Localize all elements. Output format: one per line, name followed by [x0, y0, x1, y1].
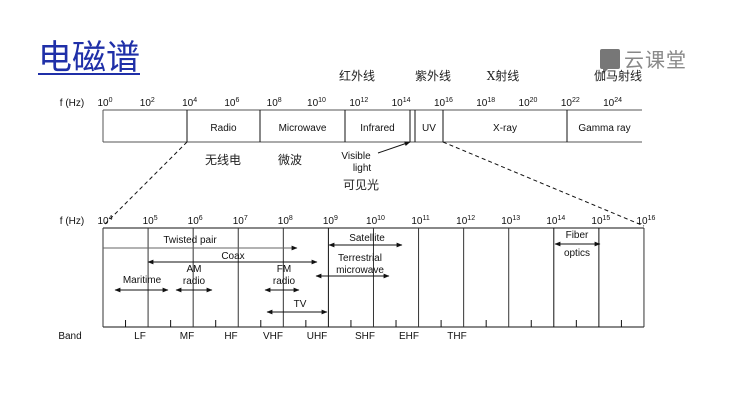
upper-tick-label: 102 — [140, 97, 155, 109]
lower-tick-label: 1011 — [411, 215, 429, 227]
lower-tick-label: 104 — [97, 215, 112, 227]
terrestrial-microwave-label: Terrestrial — [338, 253, 382, 264]
coax-label: Coax — [221, 251, 244, 262]
fiber-optics-label: optics — [564, 248, 590, 259]
upper-tick-label: 104 — [182, 97, 197, 109]
lower-tick-label: 1010 — [366, 215, 385, 227]
upper-tick-label: 1022 — [561, 97, 580, 109]
cn-visible-light-label: 可见光 — [343, 178, 379, 192]
am-radio-label: radio — [183, 276, 206, 287]
band-label-thf: THF — [447, 331, 466, 342]
upper-axis-label: f (Hz) — [60, 98, 84, 109]
upper-tick-label: 1012 — [349, 97, 368, 109]
region-label-x-ray: X-ray — [493, 123, 517, 134]
cn-top-label: X射线 — [487, 68, 520, 83]
band-label-vhf: VHF — [263, 331, 283, 342]
visible-light-label: Visible — [341, 151, 371, 162]
cn-radio-label: 无线电 — [205, 153, 241, 167]
band-label-hf: HF — [224, 331, 237, 342]
region-label-uv: UV — [422, 123, 436, 134]
lower-tick-label: 107 — [233, 215, 248, 227]
upper-tick-label: 1010 — [307, 97, 326, 109]
lower-tick-label: 1013 — [501, 215, 520, 227]
satellite-label: Satellite — [349, 233, 385, 244]
fiber-optics-label: Fiber — [566, 230, 589, 241]
cn-top-label: 伽马射线 — [594, 68, 642, 83]
band-label-shf: SHF — [355, 331, 375, 342]
visible-light-label: light — [353, 163, 372, 174]
region-label-microwave: Microwave — [279, 123, 327, 134]
upper-tick-label: 106 — [224, 97, 239, 109]
lower-tick-label: 108 — [278, 215, 293, 227]
logo: 云课堂 — [600, 44, 687, 74]
band-label-lf: LF — [134, 331, 146, 342]
band-label-mf: MF — [180, 331, 194, 342]
twisted-pair-label: Twisted pair — [163, 235, 217, 246]
fm-radio-label: FM — [277, 264, 291, 275]
cloud-classroom-logo-icon — [600, 48, 620, 74]
visible-light-arrow — [377, 141, 411, 154]
band-label-ehf: EHF — [399, 331, 419, 342]
cn-top-label: 红外线 — [339, 68, 375, 83]
lower-axis-label: f (Hz) — [60, 216, 84, 227]
slide-title: 电磁谱 — [38, 38, 140, 78]
tv-label: TV — [294, 299, 307, 310]
upper-tick-label: 1024 — [603, 97, 622, 109]
lower-tick-label: 105 — [143, 215, 158, 227]
logo-text: 云课堂 — [624, 48, 687, 72]
lower-tick-label: 106 — [188, 215, 203, 227]
lower-tick-label: 1014 — [546, 215, 565, 227]
upper-tick-label: 1020 — [519, 97, 538, 109]
band-label-uhf: UHF — [307, 331, 328, 342]
region-label-gamma-ray: Gamma ray — [578, 123, 630, 134]
lower-tick-label: 1012 — [456, 215, 475, 227]
zoom-dashed-line — [442, 141, 645, 227]
lower-tick-label: 1015 — [591, 215, 610, 227]
terrestrial-microwave-label: microwave — [336, 265, 384, 276]
region-label-infrared: Infrared — [360, 123, 394, 134]
lower-tick-label: 1016 — [636, 215, 655, 227]
cn-microwave-label: 微波 — [278, 153, 302, 167]
upper-tick-label: 1014 — [392, 97, 411, 109]
lower-tick-label: 109 — [323, 215, 338, 227]
upper-tick-label: 1018 — [476, 97, 495, 109]
upper-tick-label: 1016 — [434, 97, 453, 109]
region-label-radio: Radio — [210, 123, 237, 134]
am-radio-label: AM — [187, 264, 202, 275]
fm-radio-label: radio — [273, 276, 296, 287]
maritime-label: Maritime — [123, 275, 162, 286]
band-axis-label: Band — [58, 331, 81, 342]
zoom-dashed-line — [102, 141, 188, 227]
upper-tick-label: 100 — [97, 97, 112, 109]
upper-tick-label: 108 — [267, 97, 282, 109]
cn-top-label: 紫外线 — [415, 69, 451, 83]
